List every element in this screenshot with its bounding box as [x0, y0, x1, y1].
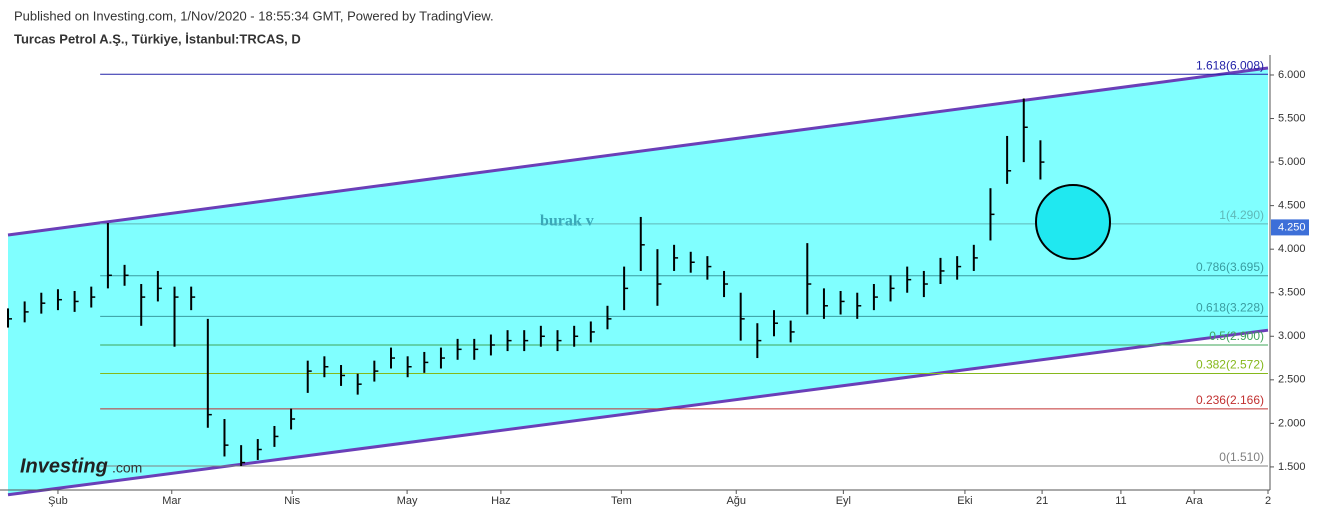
x-tick-label: Ağu [726, 495, 746, 507]
logo-suffix: .com [112, 460, 142, 476]
x-tick-label: Mar [162, 495, 181, 507]
x-tick-label: Tem [611, 495, 632, 507]
y-tick-label: 3.500 [1278, 287, 1306, 299]
y-tick-label: 4.500 [1278, 200, 1306, 212]
x-tick-label: Nis [284, 495, 300, 507]
highlight-circle [1035, 184, 1111, 260]
fib-label: 0.382(2.572) [1196, 358, 1264, 372]
channel-fill [8, 68, 1268, 495]
annotation-text: burak v [540, 213, 594, 230]
y-tick-label: 2.500 [1278, 374, 1306, 386]
fib-label: 1.618(6.008) [1196, 58, 1264, 72]
last-price-box [1271, 219, 1309, 236]
y-tick-label: 4.000 [1278, 243, 1306, 255]
x-tick-label: 11 [1115, 495, 1126, 507]
fib-label: 0.786(3.695) [1196, 260, 1264, 274]
fib-label: 0.5(2.900) [1209, 329, 1264, 343]
fib-label: 0(1.510) [1219, 450, 1264, 464]
logo-brand: Investing [20, 455, 108, 477]
x-tick-label: Şub [48, 495, 68, 507]
y-tick-label: 5.500 [1278, 112, 1306, 124]
y-tick-label: 3.000 [1278, 330, 1306, 342]
y-tick-label: 2.000 [1278, 417, 1306, 429]
x-tick-label: 2 [1265, 495, 1271, 507]
y-tick-label: 6.000 [1278, 69, 1306, 81]
x-tick-label: May [397, 495, 418, 507]
x-tick-label: Eki [957, 495, 972, 507]
fib-label: 0.236(2.166) [1196, 393, 1264, 407]
y-tick-label: 1.500 [1278, 461, 1306, 473]
x-tick-label: 21 [1036, 495, 1048, 507]
fib-label: 0.618(3.228) [1196, 301, 1264, 315]
x-tick-label: Eyl [836, 495, 851, 507]
x-tick-label: Haz [491, 495, 511, 507]
published-note: Published on Investing.com, 1/Nov/2020 -… [14, 8, 494, 23]
fib-label: 1(4.290) [1219, 208, 1264, 222]
last-price-label: 4.250 [1278, 221, 1306, 233]
plot-area: 1.618(6.008) 1(4.290) 0.786(3.695) 0.618(3.… [0, 55, 1309, 507]
channel-lower [7, 328, 1269, 497]
x-tick-label: Ara [1186, 495, 1204, 507]
y-tick-label: 5.000 [1278, 156, 1306, 168]
symbol-title: Turcas Petrol A.Ş., Türkiye, İstanbul:TR… [14, 31, 301, 46]
channel-upper [7, 66, 1269, 237]
